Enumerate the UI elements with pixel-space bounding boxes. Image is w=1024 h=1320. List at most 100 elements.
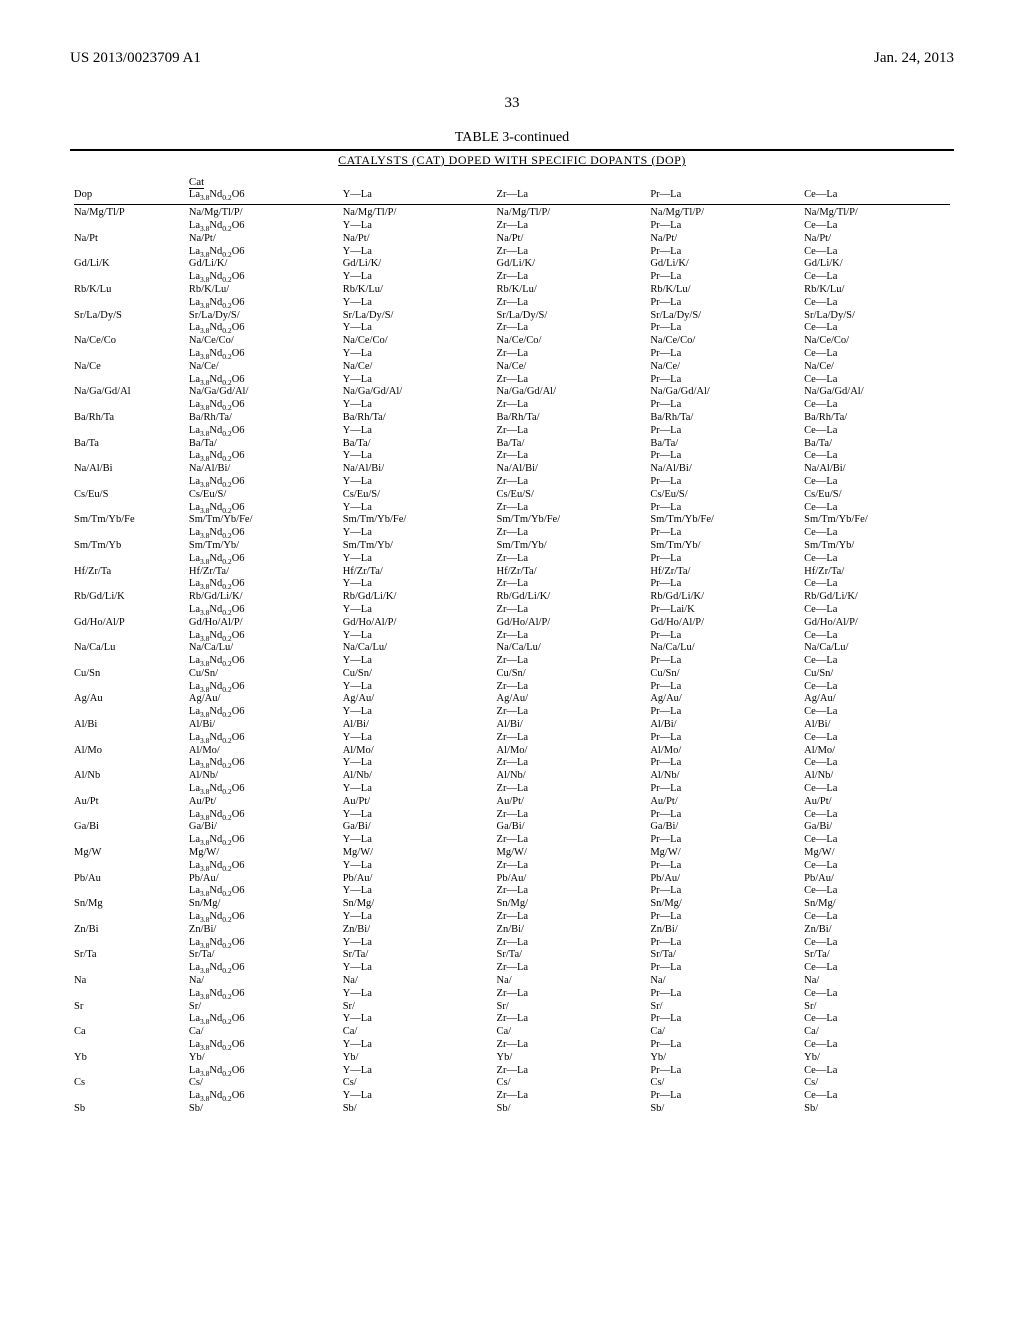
table-row: Ba/Rh/TaBa/Rh/Ta/Ba/Rh/Ta/Ba/Rh/Ta/Ba/Rh… xyxy=(70,412,954,425)
dop-cell: Sb xyxy=(70,1103,185,1116)
cat-cell: Sr/La/Dy/S/ xyxy=(185,310,339,323)
cat-cell: Zr—La xyxy=(493,553,647,566)
cat-cell: Al/Nb/ xyxy=(185,770,339,783)
cat-cell: Hf/Zr/Ta/ xyxy=(493,566,647,579)
cat-cell: Ce—La xyxy=(800,527,954,540)
dop-cell: Hf/Zr/Ta xyxy=(70,566,185,579)
cat-cell: Zr—La xyxy=(493,988,647,1001)
table-row: Zn/BiZn/Bi/Zn/Bi/Zn/Bi/Zn/Bi/Zn/Bi/ xyxy=(70,924,954,937)
cat-cell: Ba/Ta/ xyxy=(185,438,339,451)
cat-cell: Ce—La xyxy=(800,399,954,412)
dop-cell-blank xyxy=(70,425,185,438)
cat-cell: Y—La xyxy=(339,783,493,796)
cat-cell: Hf/Zr/Ta/ xyxy=(339,566,493,579)
cat-cell: Pr—La xyxy=(646,681,800,694)
cat-cell: Ca/ xyxy=(646,1026,800,1039)
dop-cell-blank xyxy=(70,220,185,233)
cat-cell: Sm/Tm/Yb/ xyxy=(185,540,339,553)
cat-cell: Na/ xyxy=(339,975,493,988)
cat-cell: Y—La xyxy=(339,834,493,847)
cat-cell: Y—La xyxy=(339,1039,493,1052)
table-row: Al/BiAl/Bi/Al/Bi/Al/Bi/Al/Bi/Al/Bi/ xyxy=(70,719,954,732)
cat-cell: Zr—La xyxy=(493,1039,647,1052)
dop-cell: Na/Ga/Gd/Al xyxy=(70,386,185,399)
table-row: La3.8Nd0.2O6Y—LaZr—LaPr—LaCe—La xyxy=(70,246,954,259)
cat-cell: Na/Al/Bi/ xyxy=(339,463,493,476)
table-row: La3.8Nd0.2O6Y—LaZr—LaPr—LaCe—La xyxy=(70,374,954,387)
cat-cell: Pr—Lai/K xyxy=(646,604,800,617)
cat-cell: Zr—La xyxy=(493,527,647,540)
cat-cell: Y—La xyxy=(339,630,493,643)
cat-cell: Zr—La xyxy=(493,476,647,489)
cat-cell: Pb/Au/ xyxy=(339,873,493,886)
cat-cell: La3.8Nd0.2O6 xyxy=(185,1090,339,1103)
cat-cell: Zr—La xyxy=(493,885,647,898)
dop-cell: Rb/Gd/Li/K xyxy=(70,591,185,604)
cat-cell: Gd/Ho/Al/P/ xyxy=(646,617,800,630)
cat-cell: La3.8Nd0.2O6 xyxy=(185,502,339,515)
cat-cell: Sm/Tm/Yb/ xyxy=(800,540,954,553)
page-number: 33 xyxy=(70,95,954,112)
cat-cell: Sr/Ta/ xyxy=(800,949,954,962)
table-row: Sr/La/Dy/SSr/La/Dy/S/Sr/La/Dy/S/Sr/La/Dy… xyxy=(70,310,954,323)
catalyst-table: Cat Dop La3.8Nd0.2O6 Y—La Zr—La Pr—La Ce… xyxy=(70,176,954,1116)
cat-cell: Na/Ce/ xyxy=(339,361,493,374)
header-rule xyxy=(74,204,950,205)
cat-cell: La3.8Nd0.2O6 xyxy=(185,425,339,438)
table-row: La3.8Nd0.2O6Y—LaZr—LaPr—LaCe—La xyxy=(70,655,954,668)
cat-cell: Zn/Bi/ xyxy=(646,924,800,937)
table-row: La3.8Nd0.2O6Y—LaZr—LaPr—LaCe—La xyxy=(70,962,954,975)
cat-cell: Al/Bi/ xyxy=(646,719,800,732)
cat-cell: Sb/ xyxy=(800,1103,954,1116)
cat-cell: La3.8Nd0.2O6 xyxy=(185,476,339,489)
cat-cell: Zr—La xyxy=(493,809,647,822)
cat-cell: Y—La xyxy=(339,1090,493,1103)
cat-cell: Pr—La xyxy=(646,297,800,310)
cat-cell: Yb/ xyxy=(646,1052,800,1065)
cat-cell: Zr—La xyxy=(493,732,647,745)
dop-cell: Na xyxy=(70,975,185,988)
cat-cell: Sr/La/Dy/S/ xyxy=(646,310,800,323)
cat-cell: Pr—La xyxy=(646,450,800,463)
cat-cell: Ag/Au/ xyxy=(646,693,800,706)
cat-cell: Cs/Eu/S/ xyxy=(339,489,493,502)
cat-cell: La3.8Nd0.2O6 xyxy=(185,271,339,284)
cat-cell: Na/Ce/Co/ xyxy=(800,335,954,348)
cat-cell: Sm/Tm/Yb/Fe/ xyxy=(185,514,339,527)
cat-cell: Rb/K/Lu/ xyxy=(339,284,493,297)
cat-cell: Sm/Tm/Yb/Fe/ xyxy=(493,514,647,527)
cat-cell: La3.8Nd0.2O6 xyxy=(185,527,339,540)
cat-cell: Cs/ xyxy=(185,1077,339,1090)
cat-cell: Y—La xyxy=(339,348,493,361)
cat-cell: Ce—La xyxy=(800,809,954,822)
cat-cell: Gd/Ho/Al/P/ xyxy=(800,617,954,630)
dop-cell: Ba/Rh/Ta xyxy=(70,412,185,425)
dop-cell: Na/Ce/Co xyxy=(70,335,185,348)
cat-cell: Na/Mg/Tl/P/ xyxy=(339,207,493,220)
cat-cell: Sr/Ta/ xyxy=(185,949,339,962)
cat-cell: Pr—La xyxy=(646,578,800,591)
dop-cell-blank xyxy=(70,860,185,873)
cat-cell: Na/Ga/Gd/Al/ xyxy=(800,386,954,399)
table-row: Ag/AuAg/Au/Ag/Au/Ag/Au/Ag/Au/Ag/Au/ xyxy=(70,693,954,706)
cat-cell: Sr/ xyxy=(646,1001,800,1014)
dop-cell-blank xyxy=(70,655,185,668)
table-row: La3.8Nd0.2O6Y—LaZr—LaPr—LaCe—La xyxy=(70,732,954,745)
cat-cell: Ce—La xyxy=(800,988,954,1001)
cat-cell: Zr—La xyxy=(493,783,647,796)
dop-cell-blank xyxy=(70,502,185,515)
cat-cell: Ga/Bi/ xyxy=(493,821,647,834)
cat-cell: Ga/Bi/ xyxy=(646,821,800,834)
table-row: Rb/K/LuRb/K/Lu/Rb/K/Lu/Rb/K/Lu/Rb/K/Lu/R… xyxy=(70,284,954,297)
cat-cell: Rb/K/Lu/ xyxy=(493,284,647,297)
cat-cell: Sb/ xyxy=(185,1103,339,1116)
dop-cell-blank xyxy=(70,937,185,950)
cat-cell: Na/Ca/Lu/ xyxy=(800,642,954,655)
table-row: La3.8Nd0.2O6Y—LaZr—LaPr—LaCe—La xyxy=(70,271,954,284)
cat-cell: Ce—La xyxy=(800,502,954,515)
dop-cell-blank xyxy=(70,450,185,463)
cat-cell: Zr—La xyxy=(493,962,647,975)
cat-cell: Ca/ xyxy=(800,1026,954,1039)
table-row: Na/Ga/Gd/AlNa/Ga/Gd/Al/Na/Ga/Gd/Al/Na/Ga… xyxy=(70,386,954,399)
dop-cell-blank xyxy=(70,809,185,822)
